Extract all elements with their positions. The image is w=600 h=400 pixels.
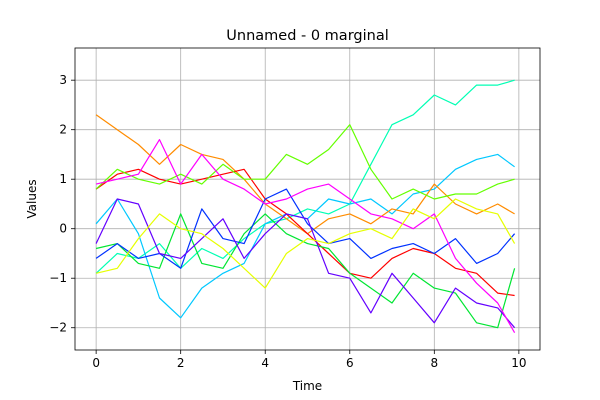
y-tick-label: 3 — [59, 73, 67, 87]
x-axis-label: Time — [292, 379, 322, 393]
series-line-4 — [95, 124, 515, 200]
x-axis-ticks: 0 2 4 6 8 10 — [92, 350, 527, 370]
series-line-7 — [95, 198, 516, 329]
y-axis-ticks: −2 −1 0 1 2 3 — [49, 73, 75, 335]
y-tick-label: 2 — [59, 123, 67, 137]
y-axis-label: Values — [25, 179, 39, 218]
axes-frame — [74, 47, 541, 351]
series-line-8 — [95, 139, 516, 333]
x-tick-label: 2 — [177, 356, 185, 370]
y-tick-label: 1 — [59, 172, 67, 186]
y-tick-label: −2 — [49, 321, 67, 335]
series-line-0 — [95, 79, 515, 274]
x-tick-label: 8 — [430, 356, 438, 370]
x-tick-label: 10 — [511, 356, 526, 370]
plot-area — [95, 79, 516, 333]
y-tick-label: 0 — [59, 222, 67, 236]
y-tick-label: −1 — [49, 271, 67, 285]
series-line-5 — [95, 213, 516, 329]
chart-title: Unnamed - 0 marginal — [226, 28, 388, 44]
x-tick-label: 6 — [346, 356, 354, 370]
x-tick-label: 4 — [261, 356, 269, 370]
series-line-9 — [95, 198, 516, 289]
x-tick-label: 0 — [92, 356, 100, 370]
